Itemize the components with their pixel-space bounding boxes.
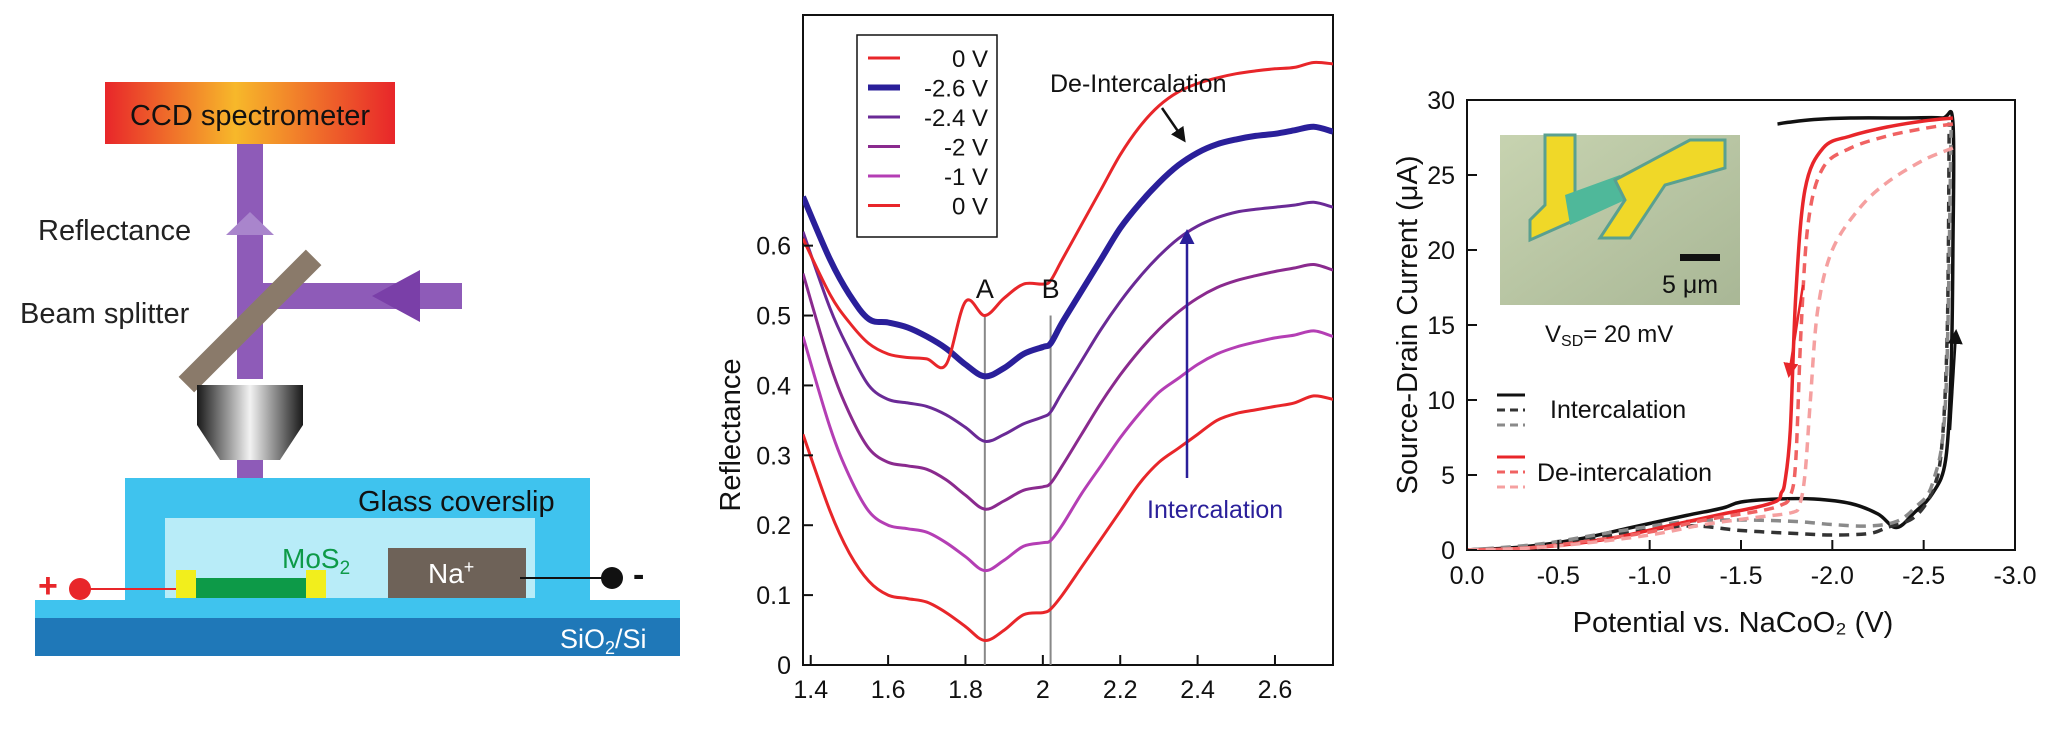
mos2-flake	[195, 578, 315, 598]
contact-right	[306, 570, 326, 598]
y-tick-label: 5	[1441, 462, 1455, 490]
y-tick-label: 0.3	[756, 442, 791, 470]
x-tick-label: 2.4	[1180, 676, 1215, 704]
legend-label-deintercalation: De-intercalation	[1537, 459, 1712, 487]
current-series-4	[1467, 122, 1954, 550]
legend-label: -2 V	[944, 135, 988, 162]
peak-b-label: B	[1042, 274, 1060, 304]
y-tick-label: 10	[1427, 387, 1455, 415]
x-tick-label: 2.2	[1103, 676, 1138, 704]
deintercalation-annotation: De-Intercalation	[1050, 70, 1226, 98]
ccd-label: CCD spectrometer	[130, 100, 370, 132]
intercalation-direction-arrow-icon	[1947, 329, 1963, 431]
plus-sign: +	[38, 567, 58, 605]
beam-splitter-label: Beam splitter	[20, 298, 190, 330]
current-x-axis: 0.0 -0.5 -1.0 -1.5 -2.0 -2.5 -3.0	[1450, 540, 2037, 590]
current-y-label: Source-Drain Current (μA)	[1392, 155, 1424, 494]
deintercalation-arrow-icon	[1160, 107, 1186, 143]
vsd-label: VSD= 20 mV	[1545, 321, 1673, 350]
x-tick-label: -3.0	[1993, 562, 2036, 590]
legend-label: -1 V	[944, 164, 988, 191]
reflectance-label: Reflectance	[38, 215, 191, 247]
x-tick-label: 2.6	[1258, 676, 1293, 704]
reflectance-y-label: Reflectance	[715, 358, 747, 511]
current-y-axis: 0 5 10 15 20 25 30	[1427, 87, 1477, 565]
peak-a-label: A	[976, 274, 994, 304]
substrate-label: SiO2/Si	[560, 624, 647, 658]
reflectance-legend-entries: 0 V -2.6 V-2.4 V -2 V-1 V 0 V	[868, 46, 988, 221]
reflectance-series-4	[803, 123, 1333, 380]
incident-arrow-icon	[372, 270, 420, 322]
y-tick-label: 0.5	[756, 303, 791, 331]
x-tick-label: -2.5	[1902, 562, 1945, 590]
reflectance-y-axis: 0 0.1 0.2 0.3 0.4 0.5 0.6	[756, 233, 813, 680]
current-legend: Intercalation De-intercalation	[1497, 393, 1712, 489]
ccd-spectrometer-box	[105, 82, 395, 144]
deintercalation-direction-arrow-icon	[1783, 284, 1805, 378]
inset-electrode-right	[1597, 138, 1727, 240]
y-tick-label: 0.2	[756, 512, 791, 540]
mos2-label: MoS2	[282, 543, 350, 579]
contact-left	[176, 570, 196, 598]
legend-label-intercalation: Intercalation	[1550, 396, 1686, 424]
setup-schematic: CCD spectrometer Reflectance Beam splitt…	[20, 82, 680, 658]
nacoo2-electrode	[388, 548, 526, 598]
current-series-0	[1467, 109, 1956, 550]
y-tick-label: 20	[1427, 237, 1455, 265]
y-tick-label: 25	[1427, 162, 1455, 190]
terminal-plus	[69, 578, 91, 600]
beam-splitter	[178, 249, 322, 393]
current-chart: 0.0 -0.5 -1.0 -1.5 -2.0 -2.5 -3.0 0 5 10 15 20 25 30…	[1392, 87, 2037, 639]
intercalation-annotation: Intercalation	[1147, 496, 1283, 524]
substrate-top	[35, 600, 680, 618]
current-series	[1467, 109, 1956, 550]
reflectance-arrow-icon	[226, 212, 274, 235]
current-series-3	[1467, 116, 1954, 550]
reflectance-series-1	[803, 329, 1333, 573]
na-label: Na+	[428, 557, 474, 589]
legend-label: 0 V	[952, 46, 988, 73]
reflectance-chart: 1.4 1.6 1.8 2 2.2 2.4 2.6 00.10.20.30.40.50.6 …	[715, 14, 1334, 704]
current-series-1	[1467, 122, 1951, 550]
x-tick-label: 1.6	[871, 676, 906, 704]
reflectance-series-5	[803, 60, 1333, 370]
scale-bar	[1680, 254, 1720, 261]
inset-electrode-left	[1528, 133, 1577, 243]
legend-label: -2.6 V	[924, 76, 988, 103]
x-tick-label: -2.0	[1811, 562, 1854, 590]
reflectance-x-axis: 1.4 1.6 1.8 2 2.2 2.4 2.6	[793, 655, 1292, 704]
y-tick-label: 0.1	[756, 582, 791, 610]
reflectance-legend	[856, 34, 998, 238]
legend-label: 0 V	[952, 194, 988, 221]
reflectance-series-3	[803, 200, 1333, 443]
x-tick-label: -1.5	[1719, 562, 1762, 590]
device-micrograph-inset: 5 μm	[1500, 133, 1740, 305]
current-x-label: Potential vs. NaCoO₂ (V)	[1573, 607, 1894, 639]
minus-sign: -	[633, 556, 644, 594]
x-tick-label: 2	[1036, 676, 1050, 704]
current-series-2	[1467, 129, 1953, 550]
y-tick-label: 0.6	[756, 233, 791, 261]
reflectance-series	[803, 60, 1333, 643]
y-tick-label: 0	[1441, 537, 1455, 565]
legend-label: -2.4 V	[924, 105, 988, 132]
y-tick-label: 30	[1427, 87, 1455, 115]
x-tick-label: 1.8	[948, 676, 983, 704]
si-substrate	[35, 618, 680, 656]
objective-lens	[197, 385, 303, 460]
terminal-minus	[601, 567, 623, 589]
x-tick-label: -1.0	[1628, 562, 1671, 590]
x-tick-label: 0.0	[1450, 562, 1485, 590]
y-tick-label: 0.4	[756, 372, 791, 400]
glass-coverslip-label: Glass coverslip	[358, 486, 555, 518]
x-tick-label: 1.4	[793, 676, 828, 704]
reflectance-series-2	[803, 262, 1333, 511]
y-tick-label: 0	[777, 652, 791, 680]
x-tick-label: -0.5	[1537, 562, 1580, 590]
y-tick-label: 15	[1427, 312, 1455, 340]
reflectance-series-0	[803, 394, 1333, 643]
inset-mos2-channel	[1565, 175, 1625, 225]
scale-bar-label: 5 μm	[1662, 271, 1718, 299]
